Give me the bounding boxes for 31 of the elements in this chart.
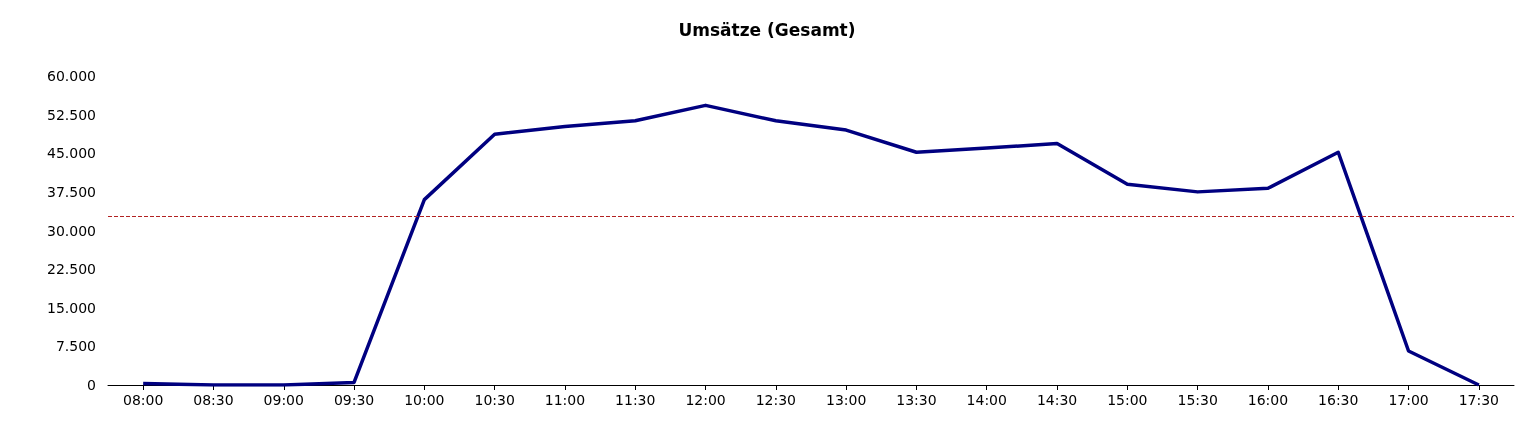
y-tick-label: 22.500 xyxy=(47,261,96,278)
x-tick-label: 14:00 xyxy=(966,392,1007,408)
x-tick-label: 13:00 xyxy=(825,392,867,408)
x-tick-label: 16:00 xyxy=(1247,392,1289,408)
x-tick-label: 16:30 xyxy=(1318,392,1359,408)
x-tick-label: 08:30 xyxy=(193,392,234,408)
x-tick-label: 11:30 xyxy=(615,392,656,408)
x-tick-label: 09:00 xyxy=(263,392,304,408)
x-tick-label: 13:30 xyxy=(896,392,937,408)
x-tick-label: 15:00 xyxy=(1107,392,1148,408)
x-tick-label: 15:30 xyxy=(1177,392,1218,408)
y-tick-label: 7.500 xyxy=(55,338,96,355)
y-tick-label: 15.000 xyxy=(47,299,96,316)
y-tick-label: 30.000 xyxy=(47,222,96,239)
x-tick-label: 12:30 xyxy=(755,392,797,408)
y-tick-label: 45.000 xyxy=(47,145,96,162)
x-tick-label: 10:30 xyxy=(474,392,515,408)
y-tick-label: 37.500 xyxy=(47,183,96,200)
x-tick-label: 17:00 xyxy=(1388,392,1429,408)
y-tick-label: 60.000 xyxy=(47,68,96,84)
x-tick-label: 10:00 xyxy=(404,392,445,408)
x-tick-label: 14:30 xyxy=(1036,392,1078,408)
x-tick-label: 17:30 xyxy=(1458,392,1500,408)
x-tick-label: 09:30 xyxy=(333,392,375,408)
x-tick-label: 08:00 xyxy=(122,392,164,408)
x-tick-label: 12:00 xyxy=(685,392,726,408)
line-series xyxy=(141,103,1481,387)
y-tick-label: 0 xyxy=(87,377,96,393)
y-tick-label: 52.500 xyxy=(47,106,96,123)
chart-title: Umsätze (Gesamt) xyxy=(678,19,856,40)
x-tick-label: 11:00 xyxy=(544,392,586,408)
